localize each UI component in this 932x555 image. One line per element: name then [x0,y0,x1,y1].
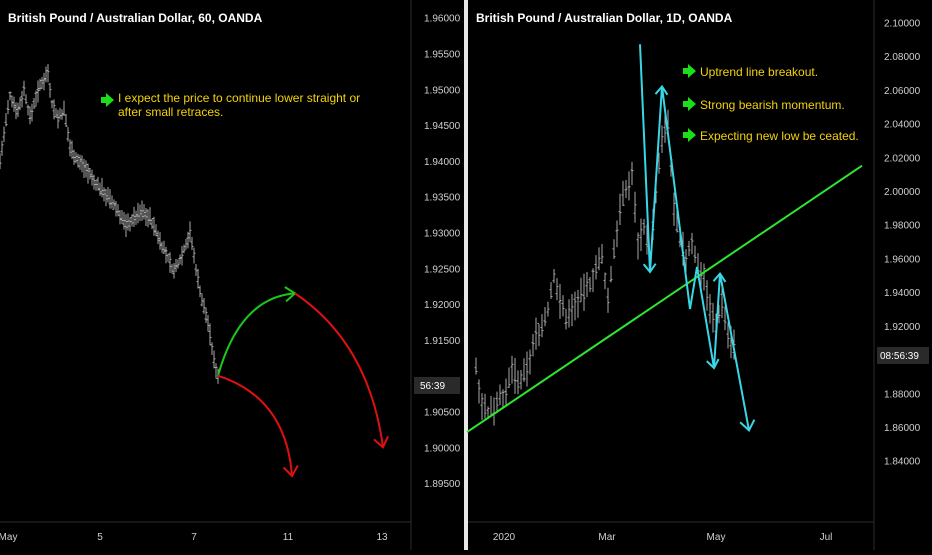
right-y-tick: 2.06000 [884,86,921,97]
bullet-arrow-icon [101,93,114,107]
right-y-tick: 1.86000 [884,423,921,434]
projection-arrow-head [642,263,657,274]
right-x-tick: May [707,532,726,543]
left-y-tick: 1.93000 [424,229,461,240]
left-y-tick: 1.96000 [424,14,461,25]
right-y-tick: 1.94000 [884,288,921,299]
retrace-drop-arrow [294,292,384,448]
left-annotation-line-1: I expect the price to continue lower str… [118,91,360,105]
right-candles [474,109,736,426]
left-y-tick: 1.95500 [424,50,461,61]
right-time-axis: 2020 Mar May Jul [493,532,833,543]
left-price-label: 56:39 [414,377,460,394]
projection-arrow-head [706,358,720,370]
left-price-label-text: 56:39 [420,381,445,392]
left-y-tick: 1.92000 [424,300,461,311]
right-price-label-text: 08:56:39 [880,351,919,362]
left-scenario-arrows [217,286,389,478]
straight-drop-arrow [217,374,293,477]
projection-arrow-head [712,271,727,283]
left-price-label-box [414,377,460,394]
right-y-tick: 2.04000 [884,120,921,131]
left-annotation: I expect the price to continue lower str… [101,91,360,119]
right-y-tick: 2.02000 [884,153,921,164]
bullet-arrow-icon [683,97,696,111]
right-x-tick: 2020 [493,532,516,543]
right-y-tick: 2.00000 [884,187,921,198]
left-x-tick: May [0,532,17,543]
left-time-axis: May 5 7 11 13 [0,532,388,543]
right-price-axis: 2.10000 2.08000 2.06000 2.04000 2.02000 2.000… [468,0,921,550]
left-y-tick: 1.95000 [424,85,461,96]
left-y-tick: 1.90500 [424,408,461,419]
right-y-tick: 1.96000 [884,254,921,265]
left-y-tick: 1.90000 [424,443,461,454]
right-x-tick: Mar [598,532,616,543]
right-y-tick: 2.08000 [884,52,921,63]
right-y-tick: 1.92000 [884,322,921,333]
right-x-tick: Jul [820,532,833,543]
retrace-drop-arrow-head [373,435,389,449]
right-annotation-3: Expecting new low be ceated. [683,128,859,143]
right-y-tick: 2.10000 [884,18,921,29]
left-x-tick: 13 [376,532,388,543]
right-chart: 2.10000 2.08000 2.06000 2.04000 2.02000 2.000… [466,0,929,550]
right-annotation-2: Strong bearish momentum. [683,97,845,112]
bullet-arrow-icon [683,128,696,142]
straight-drop-arrow-head [282,464,299,478]
left-y-tick: 1.93500 [424,193,461,204]
right-price-label-box [877,347,929,364]
projection-arrow-head [739,419,756,433]
left-y-tick: 1.91500 [424,336,461,347]
left-candles [0,64,220,384]
right-annotation-2-text: Strong bearish momentum. [700,98,845,112]
chart-divider [464,0,468,550]
left-price-axis: 1.96000 1.95500 1.95000 1.94500 1.94000 1.935… [0,0,461,550]
right-annotation-1: Uptrend line breakout. [683,64,818,79]
left-x-tick: 7 [191,532,197,543]
right-y-tick: 1.84000 [884,457,921,468]
left-y-tick: 1.94000 [424,157,461,168]
left-x-tick: 11 [283,532,294,543]
left-y-tick: 1.89500 [424,479,461,490]
right-overlays [466,44,863,433]
left-x-tick: 5 [97,532,103,543]
right-annotation-3-text: Expecting new low be ceated. [700,129,859,143]
projection-zigzag [639,44,750,431]
right-price-label: 08:56:39 [877,347,929,364]
left-chart: 1.96000 1.95500 1.95000 1.94500 1.94000 1.935… [0,0,461,550]
left-chart-title: British Pound / Australian Dollar, 60, O… [8,11,263,25]
right-y-tick: 1.98000 [884,221,921,232]
right-chart-title: British Pound / Australian Dollar, 1D, O… [476,11,733,25]
left-y-tick: 1.94500 [424,121,461,132]
left-annotation-line-2: after small retraces. [118,105,223,119]
bullet-arrow-icon [683,64,696,78]
projection-arrow-head [654,84,669,96]
right-y-tick: 1.88000 [884,389,921,400]
left-y-tick: 1.92500 [424,264,461,275]
uptrend-line [466,164,863,433]
bounce-scenario-arrow [217,292,296,376]
right-annotation-1-text: Uptrend line breakout. [700,65,818,79]
